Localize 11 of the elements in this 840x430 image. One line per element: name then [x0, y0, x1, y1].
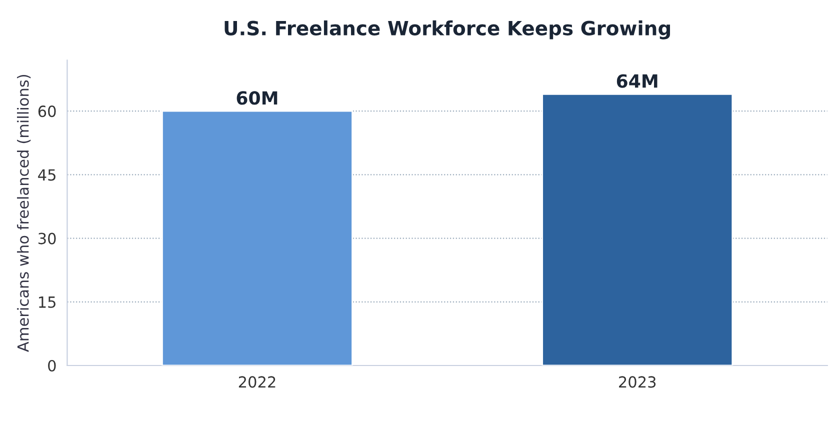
data-label: 64M: [616, 74, 658, 88]
x-tick-label: 2023: [619, 376, 656, 388]
data-label: 60M: [236, 91, 278, 105]
y-tick-label: 0: [48, 360, 56, 372]
y-tick-label: 60: [38, 106, 56, 118]
y-tick-label: 45: [38, 169, 56, 181]
y-tick-label: 15: [39, 296, 56, 308]
y-tick-label: 30: [38, 232, 56, 244]
x-tick-label: 2022: [238, 376, 276, 388]
chart-title: U.S. Freelance Workforce Keeps Growing: [224, 20, 670, 40]
y-axis-title: Americans who freelanced (millions): [17, 74, 31, 352]
